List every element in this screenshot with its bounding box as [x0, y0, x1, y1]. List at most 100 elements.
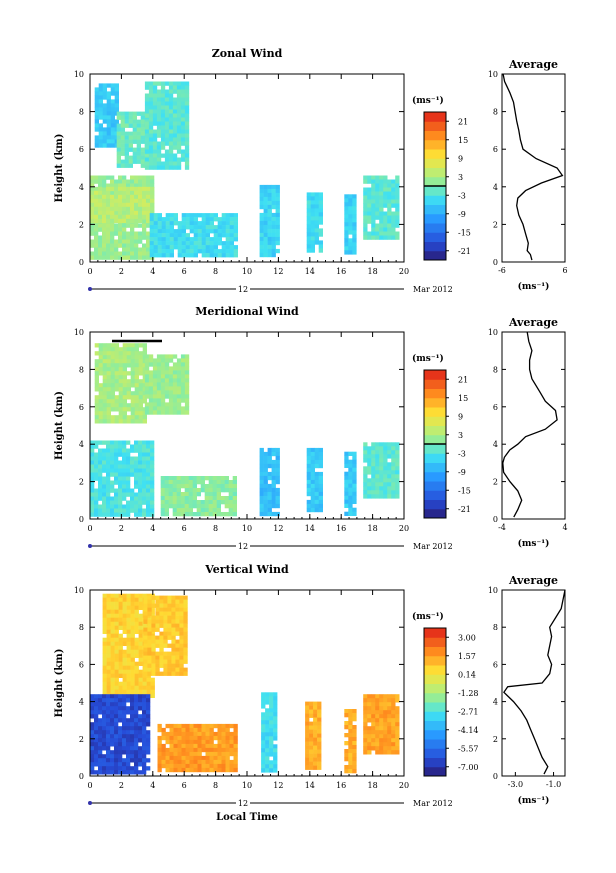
heatmap-cell — [114, 621, 119, 626]
heatmap-cell — [148, 101, 154, 106]
heatmap-cell — [160, 85, 166, 90]
heatmap-cell — [204, 488, 209, 493]
heatmap-cell — [176, 374, 182, 379]
heatmap-cell — [379, 187, 384, 192]
heatmap-cell — [134, 407, 139, 412]
heatmap-cell — [193, 245, 198, 250]
heatmap-cell — [118, 452, 123, 457]
heatmap-cell — [348, 499, 353, 504]
heatmap-cell — [318, 495, 323, 501]
heatmap-cell — [379, 474, 384, 479]
heatmap-cell — [106, 243, 111, 248]
heatmap-cell — [310, 232, 315, 237]
heatmap-cell — [138, 179, 143, 184]
heatmap-cell — [177, 229, 182, 234]
heatmap-cell — [142, 251, 147, 256]
heatmap-cell — [169, 743, 174, 749]
heatmap-cell — [175, 623, 180, 628]
heatmap-cell — [213, 763, 218, 769]
heatmap-cell — [167, 667, 172, 672]
heatmap-cell — [309, 729, 314, 734]
heatmap-cell — [144, 113, 150, 118]
heatmap-cell — [114, 718, 119, 723]
heatmap-cell — [305, 753, 310, 758]
heatmap-cell — [201, 739, 206, 745]
heatmap-cell — [114, 407, 119, 412]
heatmap-cell — [136, 151, 141, 156]
heatmap-cell — [130, 488, 135, 493]
heatmap-cell — [269, 752, 274, 757]
heatmap-cell — [314, 204, 319, 209]
heatmap-cell — [98, 726, 103, 731]
heatmap-cell — [310, 475, 315, 481]
heatmap-cell — [118, 351, 123, 356]
heatmap-cell — [134, 395, 139, 400]
heatmap-cell — [367, 738, 372, 743]
heatmap-cell — [134, 508, 139, 513]
heatmap-cell — [367, 702, 372, 707]
heatmap-cell — [160, 382, 166, 387]
heatmap-cell — [185, 767, 190, 773]
heatmap-cell — [269, 724, 274, 729]
heatmap-cell — [146, 488, 151, 493]
heatmap-cell — [110, 726, 115, 731]
heatmap-cell — [110, 677, 115, 682]
heatmap-cell — [318, 240, 323, 245]
heatmap-cell — [102, 223, 107, 228]
heatmap-cell — [157, 727, 162, 733]
heatmap-cell — [114, 730, 119, 735]
heatmap-cell — [110, 243, 115, 248]
heatmap-cell — [167, 599, 172, 604]
heatmap-cell — [132, 127, 137, 132]
heatmap-cell — [379, 203, 384, 208]
heatmap-cell — [106, 183, 111, 188]
heatmap-cell — [122, 419, 127, 424]
heatmap-cell — [179, 595, 184, 600]
colorbar-tick-label: 9 — [458, 412, 463, 421]
heatmap-cell — [114, 613, 119, 618]
heatmap-cell — [138, 351, 143, 356]
heatmap-cell — [142, 183, 147, 188]
heatmap-cell — [201, 237, 206, 242]
heatmap-cell — [98, 488, 103, 493]
heatmap-cell — [130, 734, 135, 739]
heatmap-cell — [147, 643, 152, 648]
heatmap-cell — [160, 133, 166, 138]
heatmap-cell — [205, 763, 210, 769]
heatmap-cell — [106, 653, 111, 658]
heatmap-cell — [314, 483, 319, 489]
heatmap-cell — [122, 371, 127, 376]
heatmap-cell — [102, 127, 107, 132]
heatmap-cell — [348, 729, 353, 734]
heatmap-cell — [265, 716, 270, 721]
heatmap-cell — [180, 374, 186, 379]
heatmap-cell — [391, 718, 396, 723]
heatmap-cell — [209, 763, 214, 769]
heatmap-cell — [106, 746, 111, 751]
heatmap-cell — [367, 746, 372, 751]
heatmap-cell — [163, 655, 168, 660]
heatmap-cell — [267, 455, 272, 461]
heatmap-cell — [140, 131, 145, 136]
heatmap-cell — [102, 107, 107, 112]
heatmap-cell — [267, 447, 272, 453]
heatmap-cell — [134, 677, 139, 682]
heatmap-cell — [188, 512, 193, 517]
heatmap-cell — [344, 503, 349, 508]
heatmap-cell — [138, 512, 143, 517]
heatmap-cell — [348, 745, 353, 750]
y-tick-label: 10 — [74, 328, 84, 337]
heatmap-cell — [176, 165, 182, 170]
heatmap-cell — [122, 722, 127, 727]
heatmap-cell — [183, 607, 188, 612]
heatmap-cell — [310, 483, 315, 489]
heatmap-cell — [267, 507, 272, 513]
heatmap-cell — [375, 450, 380, 455]
heatmap-cell — [114, 770, 119, 775]
heatmap-cell — [114, 637, 119, 642]
heatmap-cell — [90, 742, 95, 747]
heatmap-cell — [189, 727, 194, 733]
heatmap-cell — [269, 716, 274, 721]
heatmap-cell — [130, 613, 135, 618]
heatmap-cell — [348, 218, 353, 223]
